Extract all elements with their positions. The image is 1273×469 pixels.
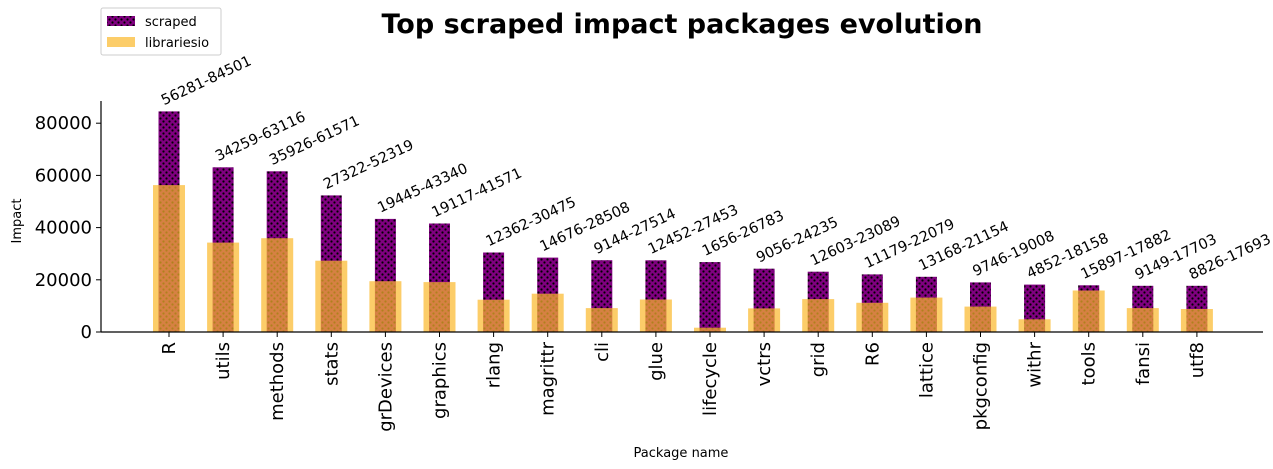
x-axis-label: Package name [634,446,729,461]
bar-librariesio-stats [315,260,348,332]
x-tick-label-rlang: rlang [484,342,505,388]
x-tick-label-fansi: fansi [1133,342,1154,385]
bar-librariesio-glue [639,299,672,332]
legend: scraped librariesio [100,7,222,56]
bar-librariesio-cli [585,308,618,332]
x-tick-label-stats: stats [321,342,342,386]
x-tick-label-magrittr: magrittr [538,341,559,416]
legend-label-scraped: scraped [145,15,197,30]
bar-librariesio-r6 [856,302,889,332]
x-tick-label-utils: utils [213,342,234,380]
bar-librariesio-graphics [423,282,456,332]
y-tick-label-60000: 60000 [35,165,92,186]
bar-librariesio-fansi [1126,308,1159,332]
bar-librariesio-magrittr [531,293,564,332]
bar-librariesio-rlang [477,299,510,332]
x-tick-label-grid: grid [808,342,829,377]
bar-librariesio-pkgconfig [964,306,997,332]
y-tick-label-40000: 40000 [35,218,92,239]
x-tick-label-tools: tools [1079,342,1100,385]
y-ticks: 0 20000 40000 60000 80000 [35,113,101,343]
legend-swatch-scraped [107,16,135,26]
legend-swatch-librariesio [107,37,135,47]
annotation-stats: 27322-52319 [321,137,416,193]
bar-librariesio-lattice [910,297,943,332]
bar-librariesio-methods [261,238,294,332]
x-tick-label-methods: methods [267,342,288,421]
bar-scraped-lifecycle [699,262,721,332]
chart-title: Top scraped impact packages evolution [381,9,982,40]
bar-librariesio-grid [802,299,835,332]
x-tick-label-withr: withr [1025,341,1046,387]
annotation-r: 56281-84501 [159,53,254,109]
x-tick-label-r6: R6 [862,342,883,366]
bar-librariesio-lifecycle [694,327,726,332]
x-tick-label-vctrs: vctrs [754,342,775,386]
x-tick-label-cli: cli [592,342,613,362]
legend-label-librariesio: librariesio [145,36,209,51]
x-tick-label-glue: glue [646,342,667,381]
y-tick-label-80000: 80000 [35,113,92,134]
bar-librariesio-grdevices [369,281,402,332]
x-tick-label-r: R [159,342,180,355]
bar-librariesio-utf8 [1180,309,1213,332]
x-tick-label-utf8: utf8 [1187,342,1208,378]
bar-librariesio-withr [1018,319,1051,332]
axes [100,101,1263,333]
x-tick-label-pkgconfig: pkgconfig [971,342,992,430]
bar-librariesio-vctrs [748,308,781,332]
bar-librariesio-utils [207,242,240,332]
y-axis-label: Impact [10,199,25,244]
x-tick-label-grdevices: grDevices [375,342,396,432]
x-tick-label-lattice: lattice [916,342,937,398]
y-tick-label-0: 0 [81,322,92,343]
bars [153,111,1213,333]
bar-librariesio-r [153,185,185,332]
bar-librariesio-tools [1072,290,1105,332]
x-tick-label-graphics: graphics [430,342,451,419]
y-tick-label-20000: 20000 [35,270,92,291]
x-tick-label-lifecycle: lifecycle [700,342,721,416]
